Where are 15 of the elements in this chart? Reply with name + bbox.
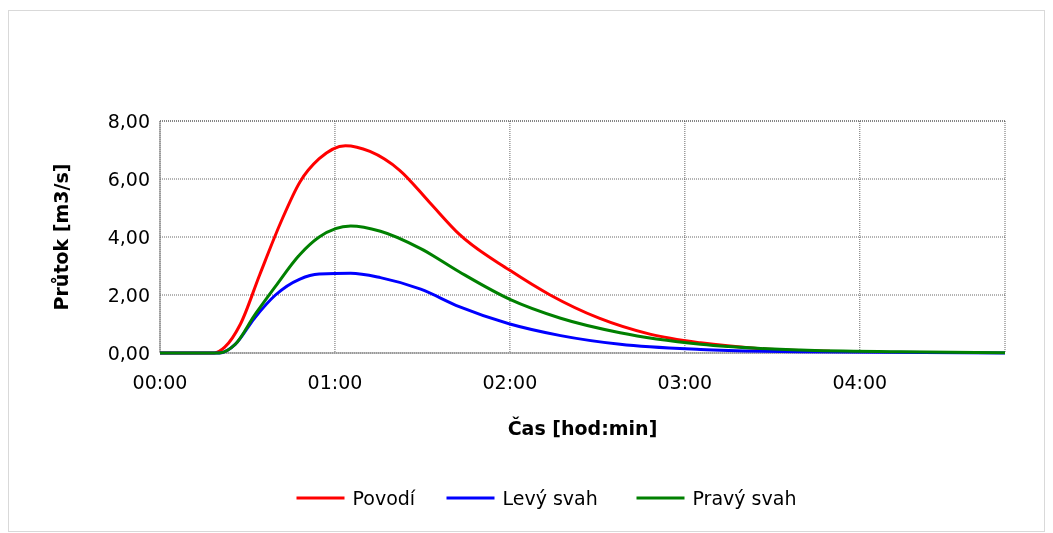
y-tick-label: 4,00	[107, 225, 150, 248]
legend-label: Levý svah	[502, 486, 598, 509]
x-axis-title: Čas [hod:min]	[507, 416, 658, 439]
x-tick-label: 04:00	[832, 371, 888, 393]
y-tick-label: 6,00	[107, 167, 150, 190]
y-tick-label: 0,00	[107, 341, 150, 364]
x-tick-label: 00:00	[132, 371, 188, 393]
x-tick-label: 02:00	[482, 371, 538, 393]
y-axis-title: Průtok [m3/s]	[50, 163, 72, 311]
y-tick-label: 8,00	[107, 109, 150, 132]
legend-label: Povodí	[352, 486, 416, 509]
y-tick-label: 2,00	[107, 283, 150, 306]
x-tick-label: 03:00	[657, 371, 713, 393]
legend-label: Pravý svah	[692, 486, 797, 509]
x-tick-label: 01:00	[307, 371, 363, 393]
